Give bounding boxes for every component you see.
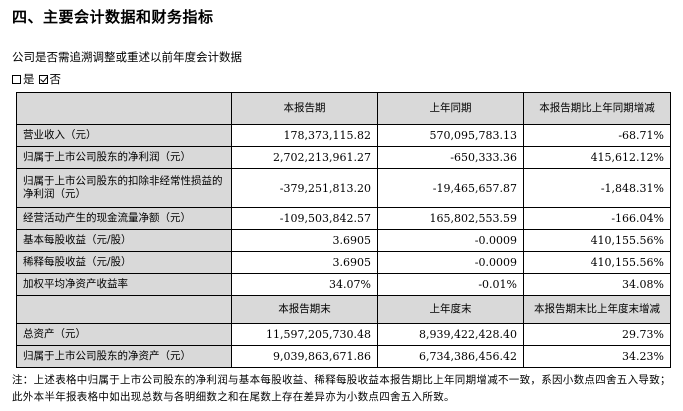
cell-prior: -0.0009 — [377, 229, 524, 252]
table-row: 加权平均净资产收益率 34.07% -0.01% 34.08% — [16, 273, 671, 296]
cell-current: -109,503,842.57 — [231, 207, 378, 230]
row-label: 归属于上市公司股东的扣除非经常性损益的净利润（元） — [16, 168, 232, 208]
checkbox-no-checked[interactable] — [38, 74, 48, 84]
header-blank — [16, 92, 232, 125]
table-row: 经营活动产生的现金流量净额（元） -109,503,842.57 165,802… — [16, 207, 671, 230]
cell-prior: -650,333.36 — [377, 146, 524, 169]
header-change: 本报告期末比上年度末增减 — [523, 295, 671, 324]
restatement-question: 公司是否需追溯调整或重述以前年度会计数据 — [12, 50, 242, 64]
table-header-row-balance: 本报告期末 上年度末 本报告期末比上年度末增减 — [16, 295, 671, 324]
table-header-row: 本报告期 上年同期 本报告期比上年同期增减 — [16, 92, 671, 125]
table-row: 总资产（元） 11,597,205,730.48 8,939,422,428.4… — [16, 323, 671, 346]
row-label: 总资产（元） — [16, 323, 232, 346]
cell-change: 29.73% — [523, 323, 671, 346]
table-row: 归属于上市公司股东的净资产（元） 9,039,863,671.86 6,734,… — [16, 345, 671, 368]
cell-change: -68.71% — [523, 124, 671, 147]
cell-prior: 6,734,386,456.42 — [377, 345, 524, 368]
cell-current: -379,251,813.20 — [231, 168, 378, 208]
option-yes[interactable]: 是 — [12, 71, 35, 87]
cell-prior: -0.01% — [377, 273, 524, 296]
footnote: 注：上述表格中归属于上市公司股东的净利润与基本每股收益、稀释每股收益本报告期比上… — [12, 374, 671, 403]
cell-current: 178,373,115.82 — [231, 124, 378, 147]
cell-prior: 165,802,553.59 — [377, 207, 524, 230]
cell-change: -166.04% — [523, 207, 671, 230]
cell-change: 34.08% — [523, 273, 671, 296]
table-row: 稀释每股收益（元/股） 3.6905 -0.0009 410,155.56% — [16, 251, 671, 274]
header-prior-year-end: 上年度末 — [377, 295, 524, 324]
header-prior-period: 上年同期 — [377, 92, 524, 125]
option-yes-label: 是 — [23, 72, 35, 86]
row-label: 加权平均净资产收益率 — [16, 273, 232, 296]
cell-current: 9,039,863,671.86 — [231, 345, 378, 368]
cell-current: 3.6905 — [231, 251, 378, 274]
option-no-label: 否 — [49, 72, 62, 86]
header-change: 本报告期比上年同期增减 — [523, 92, 671, 125]
table-row: 基本每股收益（元/股） 3.6905 -0.0009 410,155.56% — [16, 229, 671, 252]
restatement-options: 是 否 — [12, 71, 65, 87]
header-period-end: 本报告期末 — [231, 295, 378, 324]
row-label: 归属于上市公司股东的净利润（元） — [16, 146, 232, 169]
row-label: 归属于上市公司股东的净资产（元） — [16, 345, 232, 368]
cell-current: 3.6905 — [231, 229, 378, 252]
row-label: 经营活动产生的现金流量净额（元） — [16, 207, 232, 230]
row-label: 营业收入（元） — [16, 124, 232, 147]
cell-change: 34.23% — [523, 345, 671, 368]
header-current-period: 本报告期 — [231, 92, 378, 125]
header-blank — [16, 295, 232, 324]
cell-change: -1,848.31% — [523, 168, 671, 208]
table-row: 归属于上市公司股东的扣除非经常性损益的净利润（元） -379,251,813.2… — [16, 168, 671, 208]
table-row: 归属于上市公司股东的净利润（元） 2,702,213,961.27 -650,3… — [16, 146, 671, 169]
cell-prior: -0.0009 — [377, 251, 524, 274]
cell-current: 34.07% — [231, 273, 378, 296]
checkbox-yes[interactable] — [12, 74, 21, 84]
financial-data-table: 本报告期 上年同期 本报告期比上年同期增减 营业收入（元） 178,373,11… — [16, 92, 671, 368]
cell-change: 410,155.56% — [523, 229, 671, 252]
row-label: 基本每股收益（元/股） — [16, 229, 232, 252]
row-label: 稀释每股收益（元/股） — [16, 251, 232, 274]
option-no[interactable]: 否 — [38, 71, 62, 87]
cell-prior: -19,465,657.87 — [377, 168, 524, 208]
section-title: 四、主要会计数据和财务指标 — [12, 8, 214, 26]
cell-change: 410,155.56% — [523, 251, 671, 274]
table-row: 营业收入（元） 178,373,115.82 570,095,783.13 -6… — [16, 124, 671, 147]
cell-prior: 8,939,422,428.40 — [377, 323, 524, 346]
cell-prior: 570,095,783.13 — [377, 124, 524, 147]
cell-current: 2,702,213,961.27 — [231, 146, 378, 169]
cell-change: 415,612.12% — [523, 146, 671, 169]
cell-current: 11,597,205,730.48 — [231, 323, 378, 346]
